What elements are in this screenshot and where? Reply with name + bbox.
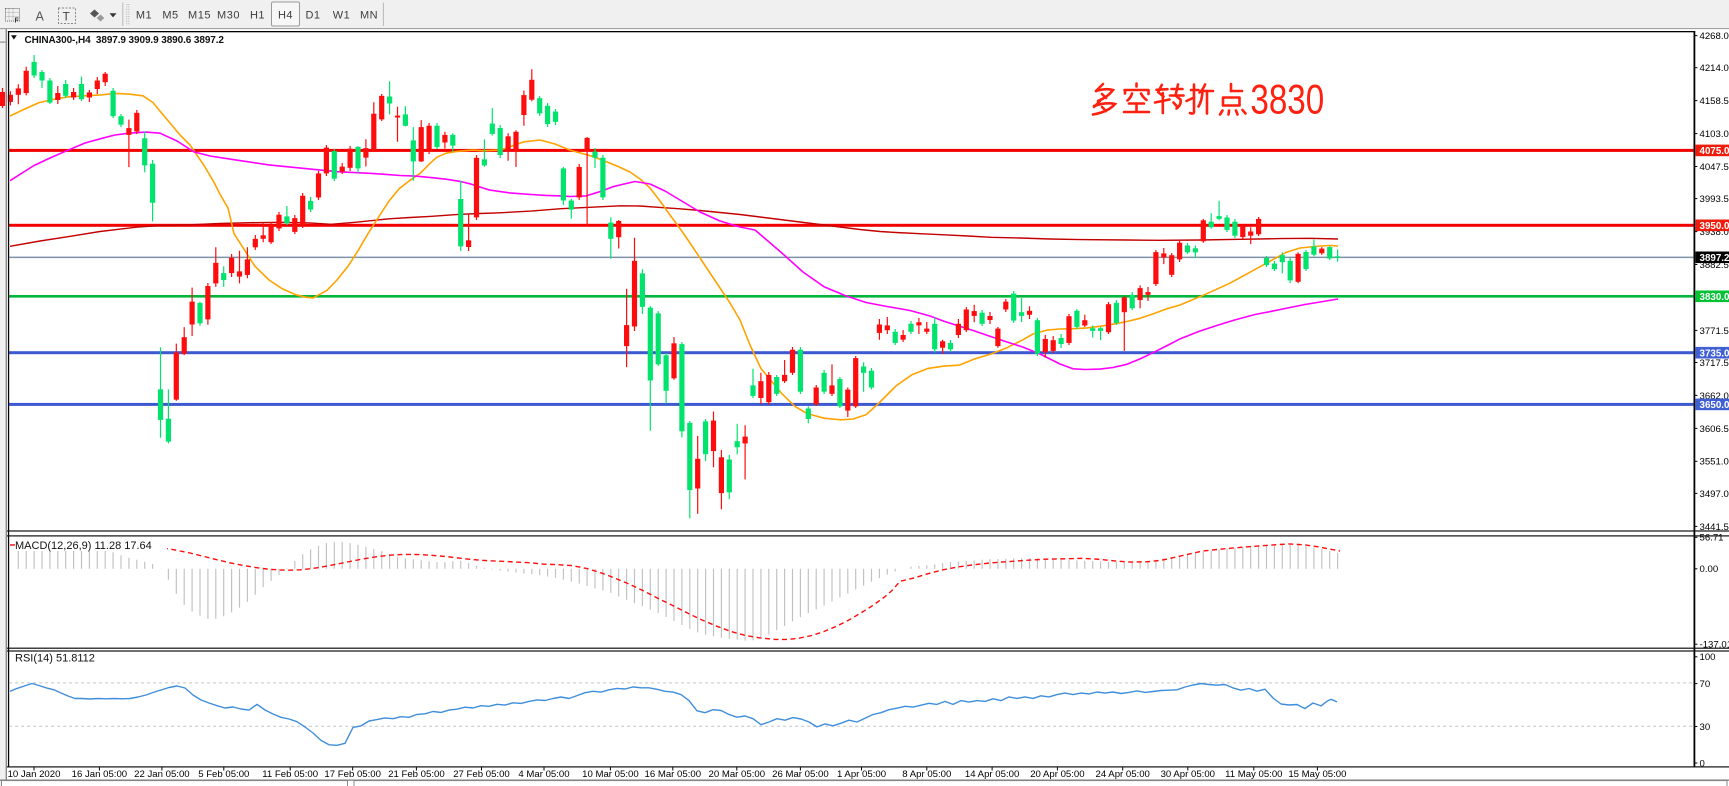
svg-text:11 Feb 05:00: 11 Feb 05:00 <box>262 769 318 780</box>
svg-text:11 May 05:00: 11 May 05:00 <box>1225 769 1282 780</box>
svg-text:8 Apr 05:00: 8 Apr 05:00 <box>902 769 951 780</box>
svg-text:0.00: 0.00 <box>1700 564 1719 575</box>
svg-text:M5: M5 <box>162 9 178 21</box>
svg-text:3993.5: 3993.5 <box>1700 194 1729 205</box>
svg-text:T: T <box>63 10 71 24</box>
svg-text:D1: D1 <box>305 9 320 21</box>
svg-text:-137.01: -137.01 <box>1700 640 1729 651</box>
svg-text:17 Feb 05:00: 17 Feb 05:00 <box>324 769 381 780</box>
svg-text:3882.5: 3882.5 <box>1700 260 1729 271</box>
svg-text:14 Apr 05:00: 14 Apr 05:00 <box>965 769 1019 780</box>
svg-text:3497.0: 3497.0 <box>1700 489 1729 500</box>
svg-text:F: F <box>15 18 20 25</box>
svg-text:3830: 3830 <box>1250 76 1324 122</box>
svg-text:3950.0: 3950.0 <box>1700 221 1729 232</box>
svg-text:3441.5: 3441.5 <box>1700 522 1729 533</box>
svg-text:M1: M1 <box>136 9 152 21</box>
svg-text:4103.0: 4103.0 <box>1700 129 1729 140</box>
svg-text:W1: W1 <box>333 9 351 21</box>
svg-text:4268.0: 4268.0 <box>1700 31 1729 42</box>
svg-text:70: 70 <box>1700 679 1711 690</box>
svg-text:0: 0 <box>1700 758 1705 769</box>
svg-text:21 Feb 05:00: 21 Feb 05:00 <box>388 769 445 780</box>
svg-text:56.71: 56.71 <box>1700 533 1724 544</box>
svg-text:3662.0: 3662.0 <box>1700 391 1729 402</box>
svg-text:H1: H1 <box>250 9 265 21</box>
svg-text:30: 30 <box>1700 722 1711 733</box>
svg-text:10 Jan 2020: 10 Jan 2020 <box>8 769 61 780</box>
svg-text:3938.0: 3938.0 <box>1700 227 1729 238</box>
svg-text:3606.5: 3606.5 <box>1700 424 1729 435</box>
svg-text:3735.0: 3735.0 <box>1700 348 1729 359</box>
svg-text:16 Jan 05:00: 16 Jan 05:00 <box>72 769 127 780</box>
svg-text:4047.5: 4047.5 <box>1700 162 1729 173</box>
svg-text:22 Jan 05:00: 22 Jan 05:00 <box>134 769 189 780</box>
svg-text:4 Mar 05:00: 4 Mar 05:00 <box>518 769 569 780</box>
svg-text:10 Mar 05:00: 10 Mar 05:00 <box>582 769 639 780</box>
svg-text:A: A <box>36 10 45 24</box>
svg-text:3897.2: 3897.2 <box>1700 253 1729 264</box>
svg-text:27 Feb 05:00: 27 Feb 05:00 <box>453 769 510 780</box>
svg-text:24 Apr 05:00: 24 Apr 05:00 <box>1095 769 1149 780</box>
svg-text:4158.5: 4158.5 <box>1700 96 1729 107</box>
svg-text:3830.0: 3830.0 <box>1700 292 1729 303</box>
svg-text:30 Apr 05:00: 30 Apr 05:00 <box>1161 769 1215 780</box>
svg-text:3771.5: 3771.5 <box>1700 326 1729 337</box>
svg-text:1 Apr 05:00: 1 Apr 05:00 <box>837 769 886 780</box>
svg-text:3551.0: 3551.0 <box>1700 457 1729 468</box>
svg-text:RSI(14) 51.8112: RSI(14) 51.8112 <box>15 652 95 664</box>
svg-text:15 May 05:00: 15 May 05:00 <box>1288 769 1346 780</box>
svg-text:20 Apr 05:00: 20 Apr 05:00 <box>1030 769 1084 780</box>
svg-text:4214.0: 4214.0 <box>1700 63 1729 74</box>
svg-text:20 Mar 05:00: 20 Mar 05:00 <box>709 769 766 780</box>
svg-text:26 Mar 05:00: 26 Mar 05:00 <box>772 769 829 780</box>
svg-text:3717.5: 3717.5 <box>1700 358 1729 369</box>
svg-text:100: 100 <box>1700 652 1716 663</box>
svg-text:H4: H4 <box>278 9 293 21</box>
svg-text:MN: MN <box>360 9 378 21</box>
svg-text:16 Mar 05:00: 16 Mar 05:00 <box>645 769 702 780</box>
svg-text:5 Feb 05:00: 5 Feb 05:00 <box>198 769 249 780</box>
svg-text:M15: M15 <box>188 9 211 21</box>
svg-text:M30: M30 <box>217 9 240 21</box>
svg-text:CHINA300-,H4 3897.9 3909.9 38: CHINA300-,H4 3897.9 3909.9 3890.6 3897.2 <box>25 35 225 46</box>
svg-text:MACD(12,26,9) 11.28 17.64: MACD(12,26,9) 11.28 17.64 <box>15 540 152 552</box>
svg-text:4075.0: 4075.0 <box>1700 146 1729 157</box>
svg-text:3650.0: 3650.0 <box>1700 400 1729 411</box>
